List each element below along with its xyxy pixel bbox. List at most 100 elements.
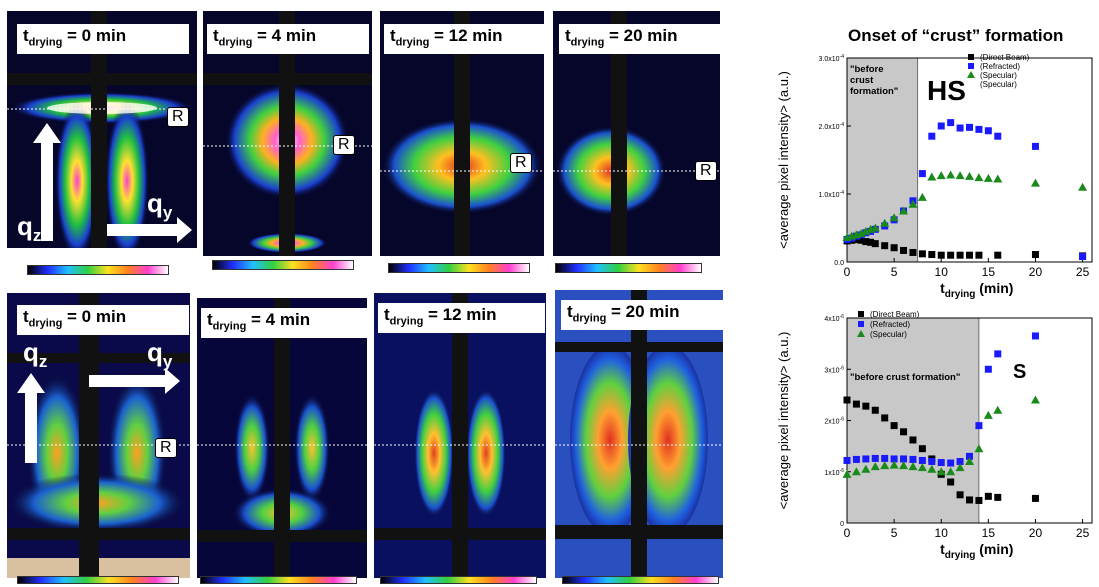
- data-point-specular: [870, 462, 880, 471]
- x-tick-label: 5: [891, 265, 898, 279]
- time-label: tdrying = 12 min: [378, 303, 545, 334]
- data-point-direct: [947, 478, 955, 486]
- data-point-refracted: [1031, 332, 1039, 340]
- data-point-direct: [928, 251, 936, 259]
- scattering-pattern: [197, 298, 367, 578]
- time-label: tdrying = 20 min: [561, 300, 723, 331]
- x-tick-label: 10: [935, 265, 949, 279]
- y-tick-label: 1.0x10-4: [819, 190, 845, 199]
- data-point-direct: [937, 251, 945, 259]
- legend-label: (Specular): [980, 80, 1017, 89]
- legend-marker: [967, 71, 975, 78]
- data-point-refracted: [871, 454, 879, 462]
- data-point-specular: [889, 213, 899, 222]
- before-crust-region: [846, 317, 980, 524]
- data-point-direct: [881, 242, 889, 250]
- gisaxs-panel-top-0: tdrying = 0 min R qz qy: [7, 11, 197, 248]
- data-point-refracted: [928, 458, 936, 465]
- data-point-direct: [857, 236, 865, 244]
- r-label: R: [167, 107, 189, 127]
- chart-s: "before crust formation" 0 5 10 15 20 25 0 1x10-…: [776, 310, 1093, 561]
- data-point-specular: [955, 463, 965, 472]
- data-point-specular: [851, 467, 861, 476]
- legend-marker: [858, 311, 864, 317]
- gisaxs-panel-top-1: tdrying = 4 min R: [203, 11, 372, 256]
- data-point-specular: [856, 228, 866, 237]
- data-point-refracted: [984, 365, 992, 373]
- data-point-refracted: [994, 350, 1002, 358]
- x-tick-label: 25: [1076, 526, 1090, 540]
- qy-label: qy: [147, 337, 173, 372]
- data-point-direct: [890, 422, 898, 430]
- data-point-refracted: [909, 455, 917, 463]
- legend-label: (Direct Beam): [870, 310, 920, 319]
- time-label: tdrying = 4 min: [207, 24, 369, 55]
- colorbar: [388, 263, 530, 273]
- data-point-specular: [936, 171, 946, 180]
- r-label: R: [155, 438, 177, 458]
- data-point-refracted: [890, 455, 898, 463]
- data-point-specular: [965, 171, 974, 180]
- data-point-direct: [975, 251, 983, 259]
- data-point-refracted: [975, 422, 983, 430]
- x-axis-label: tdrying (min): [940, 541, 1013, 561]
- data-point-direct: [975, 496, 983, 504]
- colorbar: [17, 576, 179, 584]
- y-tick-label: 2x10-6: [824, 417, 844, 426]
- data-point-specular: [955, 171, 965, 180]
- shade-label: formation": [850, 86, 898, 97]
- colorbar: [562, 576, 719, 584]
- data-point-refracted: [984, 127, 992, 135]
- data-point-specular: [965, 457, 974, 465]
- r-label: R: [333, 135, 355, 155]
- y-tick-label: 3x10-6: [824, 365, 844, 374]
- data-point-direct: [994, 493, 1002, 501]
- data-point-specular: [927, 172, 937, 181]
- data-point-specular: [974, 444, 984, 453]
- sample-tag: HS: [927, 75, 966, 106]
- data-point-specular: [1078, 182, 1088, 191]
- legend-label: (Refracted): [870, 320, 910, 329]
- scattering-pattern: [555, 290, 723, 578]
- scattering-pattern: [553, 11, 720, 256]
- x-tick-label: 0: [844, 265, 851, 279]
- colorbar: [555, 263, 702, 273]
- data-point-direct: [843, 396, 851, 404]
- y-tick-label: 1x10-6: [824, 468, 844, 477]
- gisaxs-panel-bottom-2: tdrying = 12 min: [374, 293, 546, 578]
- data-point-refracted: [918, 456, 926, 464]
- data-point-direct: [852, 400, 860, 408]
- legend-marker: [858, 321, 864, 327]
- data-point-direct: [947, 251, 955, 259]
- data-point-specular: [936, 467, 946, 476]
- time-label: tdrying = 4 min: [201, 308, 367, 339]
- data-point-refracted: [937, 459, 945, 467]
- data-point-specular: [993, 405, 1003, 414]
- x-tick-label: 0: [844, 526, 851, 540]
- data-point-refracted: [947, 119, 955, 127]
- data-point-refracted: [937, 122, 945, 130]
- data-point-specular: [899, 206, 909, 215]
- data-point-refracted: [975, 125, 983, 133]
- data-point-specular: [889, 460, 899, 469]
- data-point-specular: [908, 462, 918, 471]
- colorbar: [380, 576, 537, 584]
- data-point-refracted: [1079, 253, 1087, 261]
- data-point-specular: [908, 199, 918, 208]
- qz-label: qz: [17, 211, 42, 246]
- data-point-specular: [870, 223, 880, 232]
- data-point-specular: [917, 463, 927, 472]
- data-point-specular: [993, 174, 1003, 183]
- y-axis-label: <average pixel intensity> (a.u.): [776, 332, 791, 510]
- gisaxs-panel-bottom-1: tdrying = 4 min: [197, 298, 367, 578]
- time-label: tdrying = 20 min: [559, 24, 720, 55]
- x-tick-label: 20: [1029, 526, 1043, 540]
- data-point-direct: [871, 240, 879, 248]
- legend-marker: [968, 63, 974, 69]
- data-point-direct: [918, 250, 926, 258]
- data-point-direct: [881, 414, 889, 422]
- data-point-refracted: [956, 124, 964, 132]
- time-label: tdrying = 0 min: [17, 305, 189, 336]
- data-point-direct: [956, 491, 964, 499]
